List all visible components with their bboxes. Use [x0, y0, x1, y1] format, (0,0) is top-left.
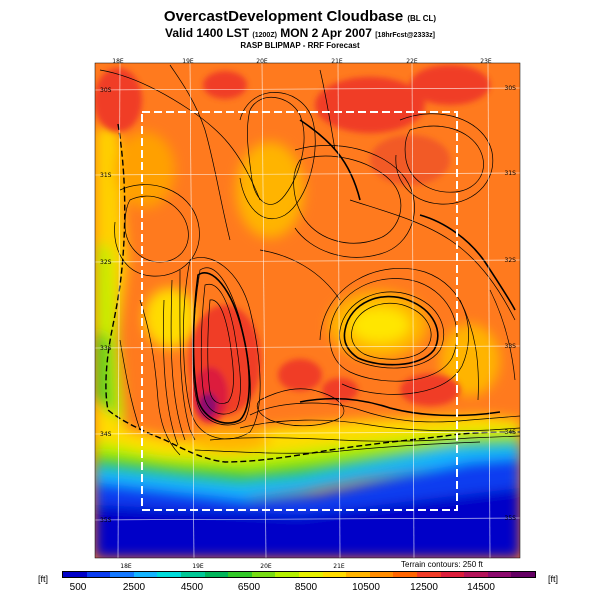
lon-label-bottom-19e: 19E	[192, 563, 204, 570]
lon-label-top-22e: 22E	[406, 58, 418, 65]
lat-label-left-34s: 34S	[100, 431, 112, 438]
legend-swatch-11	[322, 572, 347, 577]
thick-contours	[192, 119, 516, 424]
valid-zulu: (1200Z)	[252, 32, 277, 39]
legend-tick-4500: 4500	[180, 582, 204, 593]
lat-label-left-31s: 31S	[100, 172, 112, 179]
valid-date: MON 2 Apr 2007	[280, 26, 372, 40]
inner-domain-box	[141, 111, 458, 511]
legend-swatch-2	[110, 572, 134, 577]
legend-tick-12500: 12500	[410, 582, 438, 593]
legend-swatch-3	[133, 572, 158, 577]
legend-swatch-9	[275, 572, 299, 577]
legend-swatch-7	[228, 572, 252, 577]
legend-swatch-6	[204, 572, 229, 577]
lat-label-left-33s: 33S	[100, 345, 112, 352]
legend-swatch-19	[511, 572, 535, 577]
valid-time-line: Valid 1400 LST (1200Z) MON 2 Apr 2007 [1…	[0, 26, 600, 40]
legend-swatch-16	[440, 572, 465, 577]
lon-label-bottom-18e: 18E	[120, 563, 132, 570]
model-line: RASP BLIPMAP - RRF Forecast	[240, 41, 360, 50]
lat-lon-grid	[95, 63, 520, 558]
legend-swatch-8	[251, 572, 276, 577]
map-title: OvercastDevelopment Cloudbase (BL CL)	[0, 8, 600, 25]
lat-label-right-35s: 35S	[505, 515, 517, 522]
lon-label-top-18e: 18E	[112, 58, 124, 65]
legend-tick-6500: 6500	[237, 582, 261, 593]
lat-label-left-32s: 32S	[100, 259, 112, 266]
lon-label-top-20e: 20E	[256, 58, 268, 65]
lat-label-left-35s: 35S	[100, 517, 112, 524]
lat-label-right-33s: 33S	[505, 343, 517, 350]
legend-swatch-13	[369, 572, 394, 577]
terrain-contours	[99, 64, 520, 456]
color-legend-bar	[62, 571, 536, 578]
legend-swatch-15	[416, 572, 441, 577]
lat-label-left-30s: 30S	[100, 87, 112, 94]
legend-swatch-14	[393, 572, 417, 577]
legend-swatch-12	[346, 572, 370, 577]
lon-label-top-19e: 19E	[182, 58, 194, 65]
legend-swatch-17	[464, 572, 488, 577]
lon-label-bottom-20e: 20E	[260, 563, 272, 570]
lat-label-right-31s: 31S	[505, 170, 517, 177]
lon-label-top-23e: 23E	[480, 58, 492, 65]
legend-swatch-4	[157, 572, 181, 577]
legend-tick-10500: 10500	[352, 582, 380, 593]
legend-swatch-18	[487, 572, 512, 577]
legend-swatch-0	[63, 572, 87, 577]
terrain-contours-note: Terrain contours: 250 ft	[401, 560, 483, 569]
cloudbase-field	[95, 63, 520, 558]
valid-time: Valid 1400 LST	[165, 26, 250, 40]
legend-unit-left: [ft]	[38, 574, 49, 584]
lon-label-bottom-21e: 21E	[333, 563, 345, 570]
forecast-tag: [18hrFcst@2333z]	[375, 32, 435, 39]
map-labels: 18E 19E 20E 21E 22E 23E 18E 19E 20E 21E …	[100, 58, 516, 570]
legend-tick-500: 500	[69, 582, 87, 593]
legend-tick-2500: 2500	[122, 582, 146, 593]
legend-tick-14500: 14500	[467, 582, 495, 593]
legend-tick-8500: 8500	[294, 582, 318, 593]
lat-label-right-30s: 30S	[505, 85, 517, 92]
lat-label-right-34s: 34S	[505, 429, 517, 436]
title-tag: (BL CL)	[407, 14, 437, 23]
legend-swatch-10	[298, 572, 323, 577]
legend-swatch-5	[180, 572, 205, 577]
lon-label-top-21e: 21E	[331, 58, 343, 65]
lat-label-right-32s: 32S	[505, 257, 517, 264]
legend-swatch-1	[86, 572, 111, 577]
title-text: OvercastDevelopment Cloudbase	[163, 8, 404, 25]
legend-unit-right: [ft]	[548, 574, 559, 584]
